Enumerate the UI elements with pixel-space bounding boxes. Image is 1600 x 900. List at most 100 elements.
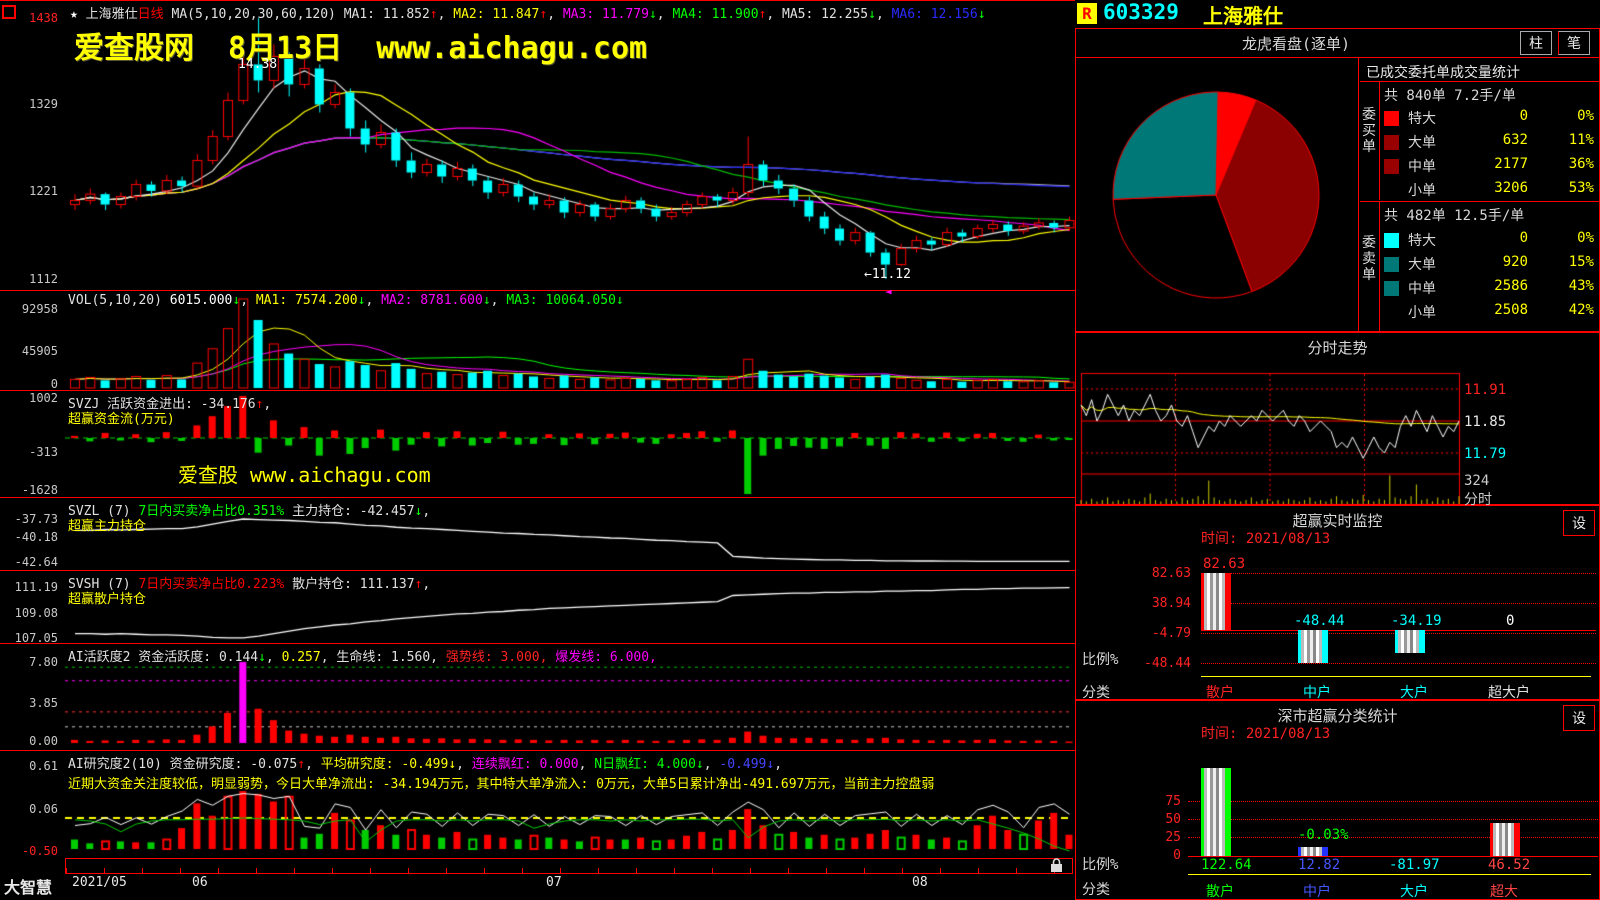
sz-settings-button[interactable]: 设	[1563, 705, 1595, 731]
timeline-month[interactable]: 07	[546, 875, 562, 890]
order-table-title: 已成交委托单成交量统计	[1366, 65, 1520, 81]
legend-swatch	[1384, 257, 1399, 272]
ai-activity-canvas[interactable]	[0, 644, 1075, 751]
order-size-label: 大单	[1408, 135, 1436, 151]
volume-canvas[interactable]	[0, 291, 1075, 391]
rt-settings-button[interactable]: 设	[1563, 510, 1595, 536]
order-size-label: 特大	[1408, 111, 1436, 127]
sz-category: 大户	[1400, 884, 1428, 900]
panel-svzj: SVZJ 活跃资金进出: -34.176↑, 超赢资金流(万元) 爱查股 www…	[0, 390, 1075, 498]
ai2-axis-label: 0.61	[29, 759, 58, 773]
order-pie-canvas[interactable]	[1076, 58, 1358, 332]
divider	[1360, 81, 1600, 82]
timeline: 2021/05 06 07 08	[0, 858, 1075, 900]
legend-swatch	[1384, 159, 1399, 174]
panel-longhu: 龙虎看盘(逐单) 柱 笔 已成交委托单成交量统计 委买单 共 840单 7.2手…	[1075, 28, 1600, 332]
sz-ratio-label: 比例%	[1082, 857, 1119, 873]
order-count: 3206	[1494, 180, 1528, 196]
rt-bar	[1201, 572, 1231, 630]
sz-axis-tick: 25	[1165, 830, 1181, 845]
sz-category: 中户	[1303, 884, 1331, 900]
rt-time-label: 时间: 2021/08/13	[1201, 531, 1331, 547]
svzj-canvas[interactable]	[0, 391, 1075, 498]
sz-annotation: -0.03%	[1298, 827, 1349, 843]
rt-value-label: 82.63	[1203, 556, 1246, 572]
stroke-mode-button[interactable]: 笔	[1558, 31, 1590, 55]
legend-swatch	[1384, 135, 1399, 150]
legend-swatch	[1384, 281, 1399, 296]
timeline-track[interactable]	[65, 858, 1074, 874]
fenshi-canvas[interactable]	[1076, 333, 1600, 506]
stock-code[interactable]: 603329	[1103, 0, 1179, 24]
ai-research-header: AI研究度2(10) 资金研究度: -0.075↑, 平均研究度: -0.499…	[68, 757, 783, 772]
sz-time-label: 时间: 2021/08/13	[1201, 726, 1331, 742]
legend-swatch	[1384, 233, 1399, 248]
svzj-subtitle: 超赢资金流(万元)	[68, 412, 175, 427]
price-axis-label: 1221	[29, 184, 58, 198]
svzl-header: SVZL (7) 7日内买卖净占比0.351% 主力持仓: -42.457↓,	[68, 504, 431, 519]
timeline-month[interactable]: 06	[192, 875, 208, 890]
panel-svzl: SVZL (7) 7日内买卖净占比0.351% 主力持仓: -42.457↓, …	[0, 497, 1075, 571]
rt-value-label: -34.19	[1391, 613, 1442, 629]
timeline-month[interactable]: 08	[912, 875, 928, 890]
order-pct: 53%	[1568, 180, 1594, 196]
svsh-canvas[interactable]	[0, 571, 1075, 644]
rt-class-label: 分类	[1082, 685, 1110, 701]
fenshi-high-label: 11.91	[1464, 382, 1507, 398]
sz-bar	[1490, 822, 1520, 856]
kline-header: ★ 上海雅仕日线 MA(5,10,20,30,60,120) MA1: 11.8…	[70, 7, 986, 22]
sz-title: 深市超赢分类统计	[1277, 707, 1398, 725]
fenshi-vol-label: 324	[1464, 473, 1490, 489]
order-size-label: 小单	[1408, 305, 1436, 321]
fenshi-low-label: 11.79	[1464, 446, 1507, 462]
gridline	[1188, 837, 1598, 838]
ai2-axis-label: -0.50	[21, 844, 58, 858]
table-row: 大单 920 15%	[1376, 253, 1598, 277]
table-row: 大单 632 11%	[1376, 131, 1598, 155]
table-row: 小单 3206 53%	[1376, 179, 1598, 203]
kline-canvas[interactable]	[0, 1, 1075, 291]
table-row: 中单 2586 43%	[1376, 277, 1598, 301]
sz-value-label: 122.64	[1201, 857, 1252, 873]
rt-category: 超大户	[1488, 685, 1530, 701]
zero-line	[1188, 856, 1598, 857]
svzj-axis-label: -1628	[21, 483, 58, 497]
order-pct: 11%	[1568, 132, 1594, 148]
rt-title: 超赢实时监控	[1292, 512, 1383, 530]
gridline	[1188, 801, 1598, 802]
ai-research-canvas[interactable]	[0, 751, 1075, 859]
order-size-label: 小单	[1408, 183, 1436, 199]
svzl-canvas[interactable]	[0, 498, 1075, 571]
table-row: 特大 0 0%	[1376, 107, 1598, 131]
svsh-subtitle: 超赢散户持仓	[68, 592, 147, 607]
sell-summary: 共 482单 12.5手/单	[1384, 208, 1525, 224]
baseline	[1188, 874, 1591, 875]
sz-axis-tick: 50	[1165, 812, 1181, 827]
svzj-axis-label: 1002	[29, 391, 58, 405]
sz-axis-tick: 0	[1173, 848, 1181, 863]
order-pct: 43%	[1568, 278, 1594, 294]
ai2-axis-label: 0.06	[29, 802, 58, 816]
stock-name[interactable]: 上海雅仕	[1203, 4, 1283, 28]
ai1-axis-label: 0.00	[29, 734, 58, 748]
price-axis-label: 1329	[29, 97, 58, 111]
svzj-header: SVZJ 活跃资金进出: -34.176↑,	[68, 397, 272, 412]
bar-mode-button[interactable]: 柱	[1520, 31, 1552, 55]
order-size-label: 特大	[1408, 233, 1436, 249]
r-badge: R	[1077, 3, 1097, 24]
order-count: 0	[1519, 230, 1528, 246]
fenshi-x-unit: 分时	[1464, 492, 1492, 508]
gridline	[1188, 819, 1598, 820]
buy-side-label: 委买单	[1362, 107, 1376, 155]
vol-axis-label: 45905	[21, 344, 58, 358]
lock-icon[interactable]	[1050, 858, 1063, 877]
divider	[1360, 201, 1600, 202]
timeline-month[interactable]: 2021/05	[72, 875, 127, 890]
rt-category: 散户	[1206, 685, 1234, 701]
svsh-axis-label: 109.08	[14, 606, 58, 620]
rt-value-label: -48.44	[1294, 613, 1345, 629]
sz-bar	[1201, 768, 1231, 856]
order-count: 920	[1502, 254, 1528, 270]
price-axis-label: 1438	[29, 11, 58, 25]
